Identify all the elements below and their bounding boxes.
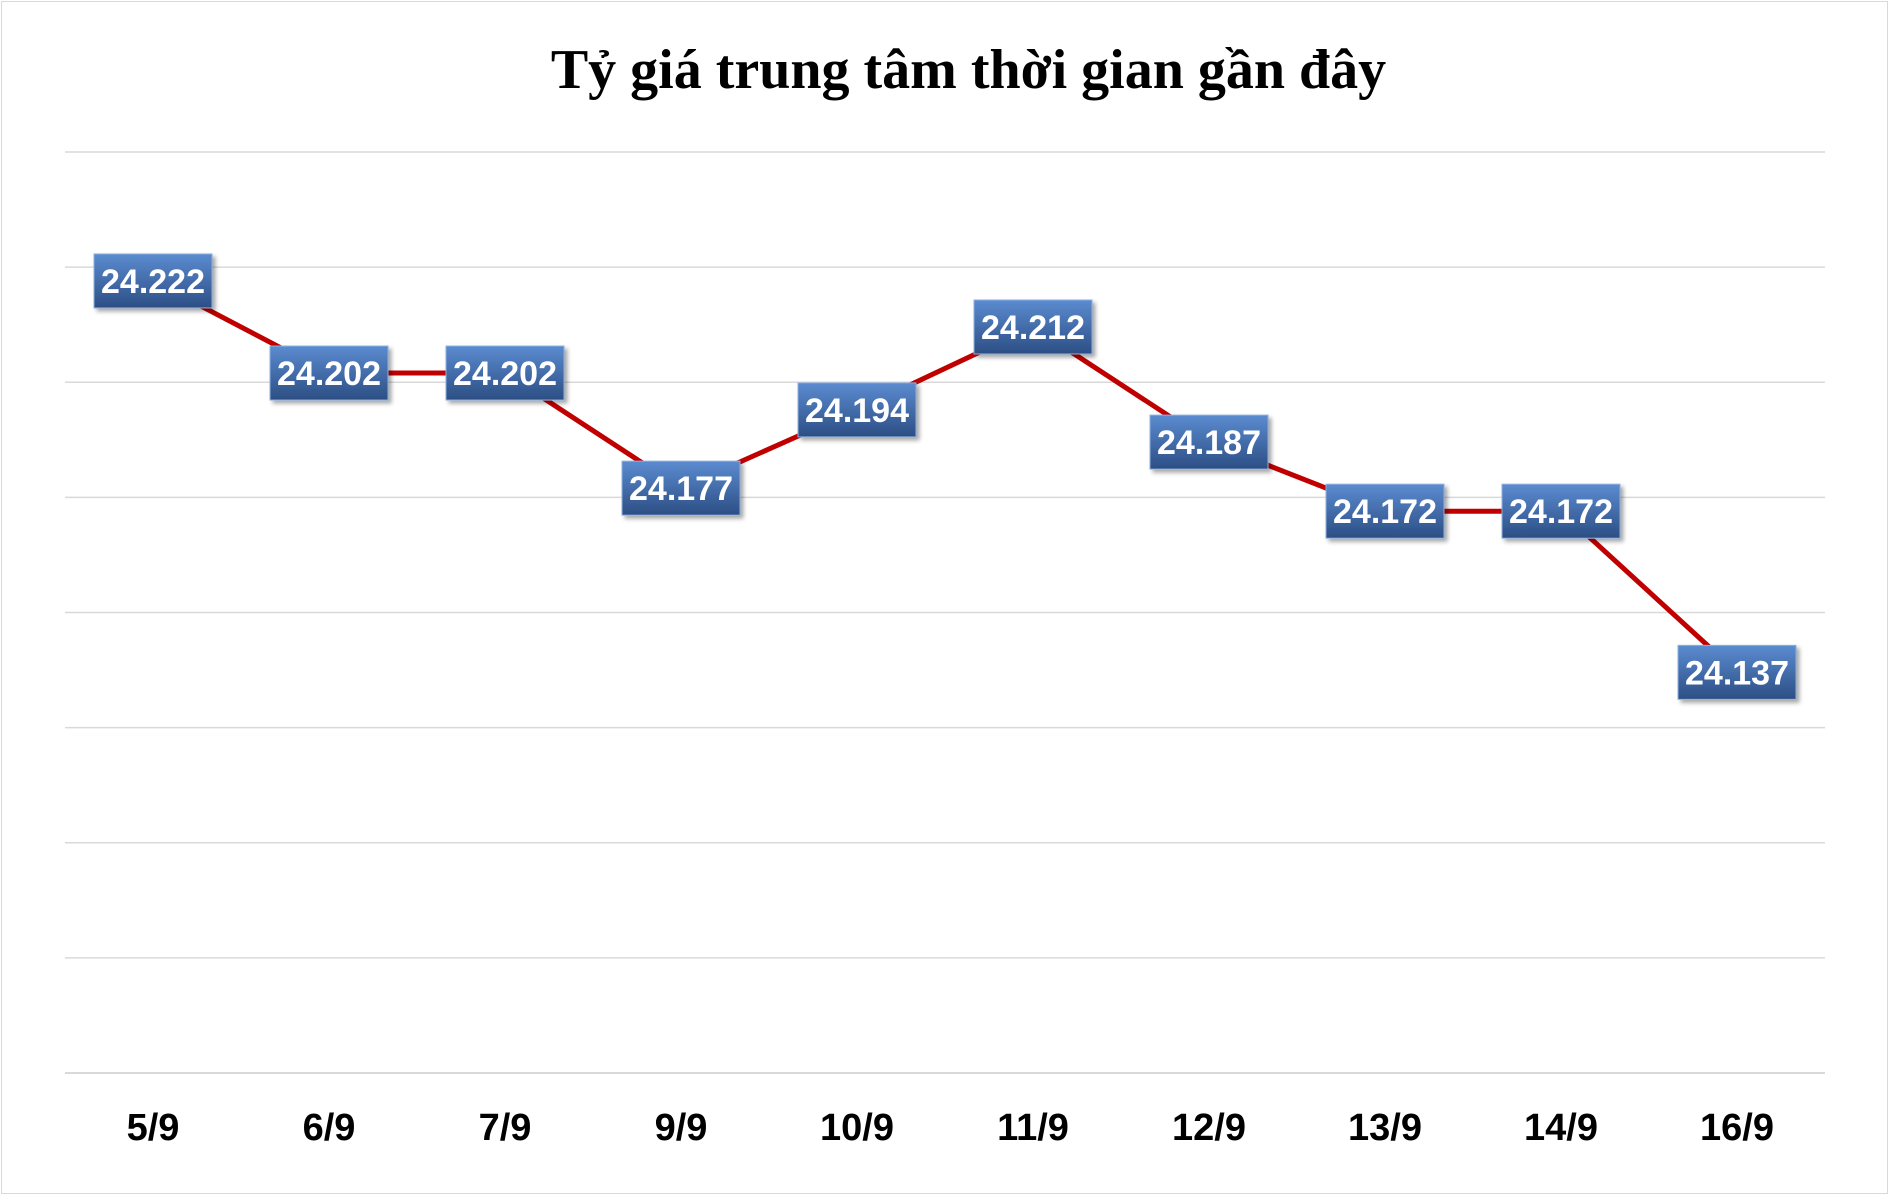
- x-tick-label: 14/9: [1524, 1107, 1598, 1149]
- data-labels: 24.222 24.202 24.202 24.177 24.194 24.212 24.1…: [93, 253, 1797, 700]
- data-label-text: 24.222: [101, 263, 205, 301]
- data-label: 24.177: [621, 460, 741, 516]
- x-tick-label: 6/9: [303, 1107, 356, 1149]
- data-label-box: [621, 460, 741, 516]
- data-label-text: 24.137: [1685, 654, 1789, 692]
- data-label-text: 24.172: [1333, 493, 1437, 531]
- data-label: 24.202: [269, 345, 389, 401]
- x-tick-label: 5/9: [127, 1107, 180, 1149]
- data-label-text: 24.187: [1157, 424, 1261, 462]
- data-label: 24.137: [1677, 644, 1797, 700]
- x-tick-label: 13/9: [1348, 1107, 1422, 1149]
- data-label: 24.187: [1149, 414, 1269, 470]
- data-label: 24.194: [797, 382, 917, 438]
- data-label: 24.172: [1325, 483, 1445, 539]
- data-label-text: 24.194: [805, 392, 909, 430]
- data-label-text: 24.202: [453, 355, 557, 393]
- x-tick-label: 9/9: [655, 1107, 708, 1149]
- data-label-box: [93, 253, 213, 309]
- data-label-box: [973, 299, 1093, 355]
- data-label-box: [269, 345, 389, 401]
- data-label-box: [1149, 414, 1269, 470]
- data-label: 24.172: [1501, 483, 1621, 539]
- x-tick-label: 12/9: [1172, 1107, 1246, 1149]
- data-label-text: 24.177: [629, 470, 733, 508]
- gridlines: [65, 151, 1825, 1074]
- chart-title: Tỷ giá trung tâm thời gian gần đây: [550, 39, 1387, 101]
- series-line-group: [151, 278, 1739, 675]
- data-label: 24.212: [973, 299, 1093, 355]
- data-label-box: [797, 382, 917, 438]
- data-label-box: [1501, 483, 1621, 539]
- data-label-text: 24.212: [981, 309, 1085, 347]
- data-label-text: 24.202: [277, 355, 381, 393]
- x-tick-label: 16/9: [1700, 1107, 1774, 1149]
- data-label: 24.202: [445, 345, 565, 401]
- series-line: [151, 278, 1739, 675]
- data-label-text: 24.172: [1509, 493, 1613, 531]
- data-label-box: [1325, 483, 1445, 539]
- x-tick-label: 7/9: [479, 1107, 532, 1149]
- x-tick-label: 10/9: [820, 1107, 894, 1149]
- x-tick-label: 11/9: [997, 1107, 1069, 1149]
- data-label-box: [445, 345, 565, 401]
- x-axis-tick-labels: 5/9 6/9 7/9 9/9 10/9 11/9 12/9 13/9 14/9 16/9: [127, 1107, 1774, 1149]
- data-label: 24.222: [93, 253, 213, 309]
- data-label-box: [1677, 644, 1797, 700]
